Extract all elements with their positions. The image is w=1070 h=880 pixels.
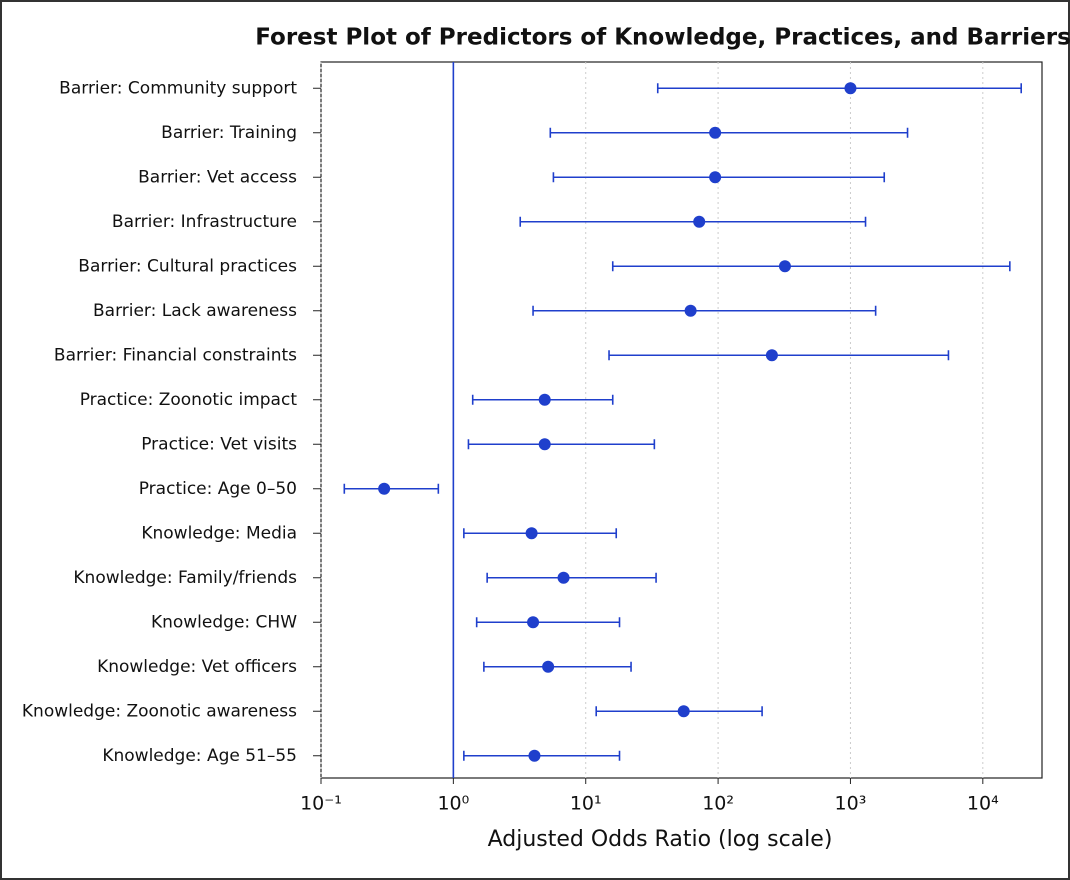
odds-ratio-point (844, 82, 857, 95)
y-tick-label: Barrier: Community support (59, 78, 297, 98)
odds-ratio-point (684, 304, 697, 317)
y-tick-label: Knowledge: Vet officers (97, 657, 297, 677)
x-tick-label: 10⁰ (437, 793, 469, 815)
y-tick-label: Practice: Zoonotic impact (80, 390, 298, 410)
x-tick-label: 10³ (835, 793, 867, 815)
odds-ratio-point (542, 660, 555, 673)
y-tick-label: Practice: Age 0–50 (139, 479, 297, 499)
odds-ratio-point (538, 393, 551, 406)
x-tick-label: 10⁻¹ (300, 793, 342, 815)
odds-ratio-point (765, 349, 778, 362)
y-tick-label: Knowledge: Media (141, 523, 297, 543)
y-tick-label: Barrier: Vet access (138, 167, 297, 187)
odds-ratio-point (709, 126, 722, 139)
y-tick-label: Knowledge: Zoonotic awareness (22, 701, 297, 721)
y-tick-label: Barrier: Lack awareness (93, 301, 297, 321)
odds-ratio-point (709, 171, 722, 184)
x-tick-label: 10² (702, 793, 734, 815)
plot-frame (320, 61, 1043, 779)
y-tick-label: Barrier: Financial constraints (54, 345, 297, 365)
x-axis-label: Adjusted Odds Ratio (log scale) (488, 827, 833, 852)
chart-title: Forest Plot of Predictors of Knowledge, … (255, 25, 1070, 51)
odds-ratio-point (378, 482, 391, 495)
y-tick-label: Knowledge: Age 51–55 (102, 746, 297, 766)
odds-ratio-point (693, 215, 706, 228)
odds-ratio-point (527, 616, 540, 629)
y-tick-label: Knowledge: Family/friends (73, 568, 297, 588)
odds-ratio-point (525, 527, 538, 540)
y-tick-label: Barrier: Cultural practices (78, 256, 297, 276)
odds-ratio-point (538, 438, 551, 451)
odds-ratio-point (557, 571, 570, 584)
y-tick-label: Barrier: Training (161, 123, 297, 143)
y-tick-label: Practice: Vet visits (141, 434, 297, 454)
x-tick-label: 10¹ (570, 793, 602, 815)
x-tick-label: 10⁴ (967, 793, 999, 815)
odds-ratio-point (778, 260, 791, 273)
y-tick-label: Knowledge: CHW (151, 612, 297, 632)
odds-ratio-point (677, 705, 690, 718)
odds-ratio-point (528, 749, 541, 762)
y-tick-label: Barrier: Infrastructure (112, 212, 297, 232)
